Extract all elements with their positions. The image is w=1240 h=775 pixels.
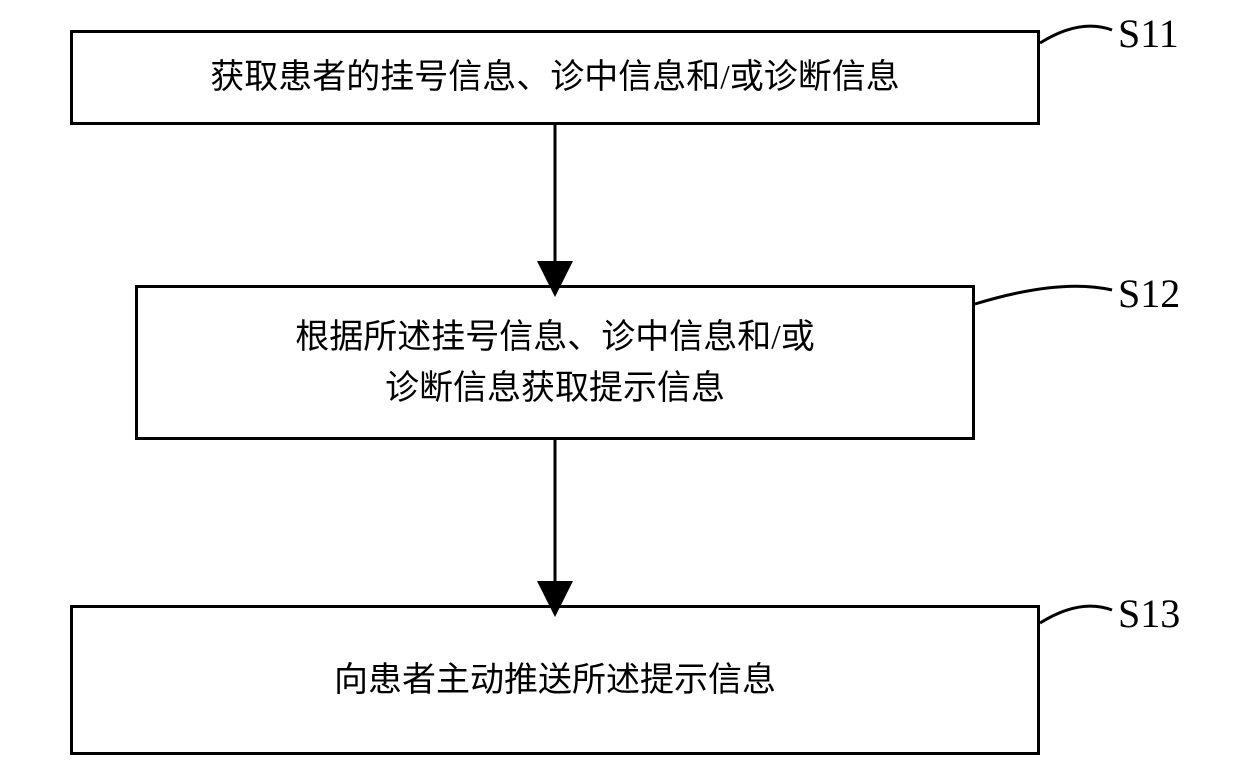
flow-node-s13: 向患者主动推送所述提示信息 [70,605,1040,755]
flowchart-canvas: 获取患者的挂号信息、诊中信息和/或诊断信息 S11 根据所述挂号信息、诊中信息和… [0,0,1240,775]
flow-node-s11-text: 获取患者的挂号信息、诊中信息和/或诊断信息 [210,52,899,103]
flow-node-s12: 根据所述挂号信息、诊中信息和/或 诊断信息获取提示信息 [135,285,975,440]
flow-node-s13-text: 向患者主动推送所述提示信息 [334,655,776,706]
callout-s13 [1040,606,1112,623]
flow-label-s11: S11 [1118,10,1179,57]
flow-label-s12: S12 [1118,270,1180,317]
flow-label-s13: S13 [1118,590,1180,637]
flow-node-s12-text: 根据所述挂号信息、诊中信息和/或 诊断信息获取提示信息 [295,312,814,414]
flow-node-s11: 获取患者的挂号信息、诊中信息和/或诊断信息 [70,30,1040,125]
callout-s12 [975,286,1112,304]
callout-s11 [1040,26,1112,43]
